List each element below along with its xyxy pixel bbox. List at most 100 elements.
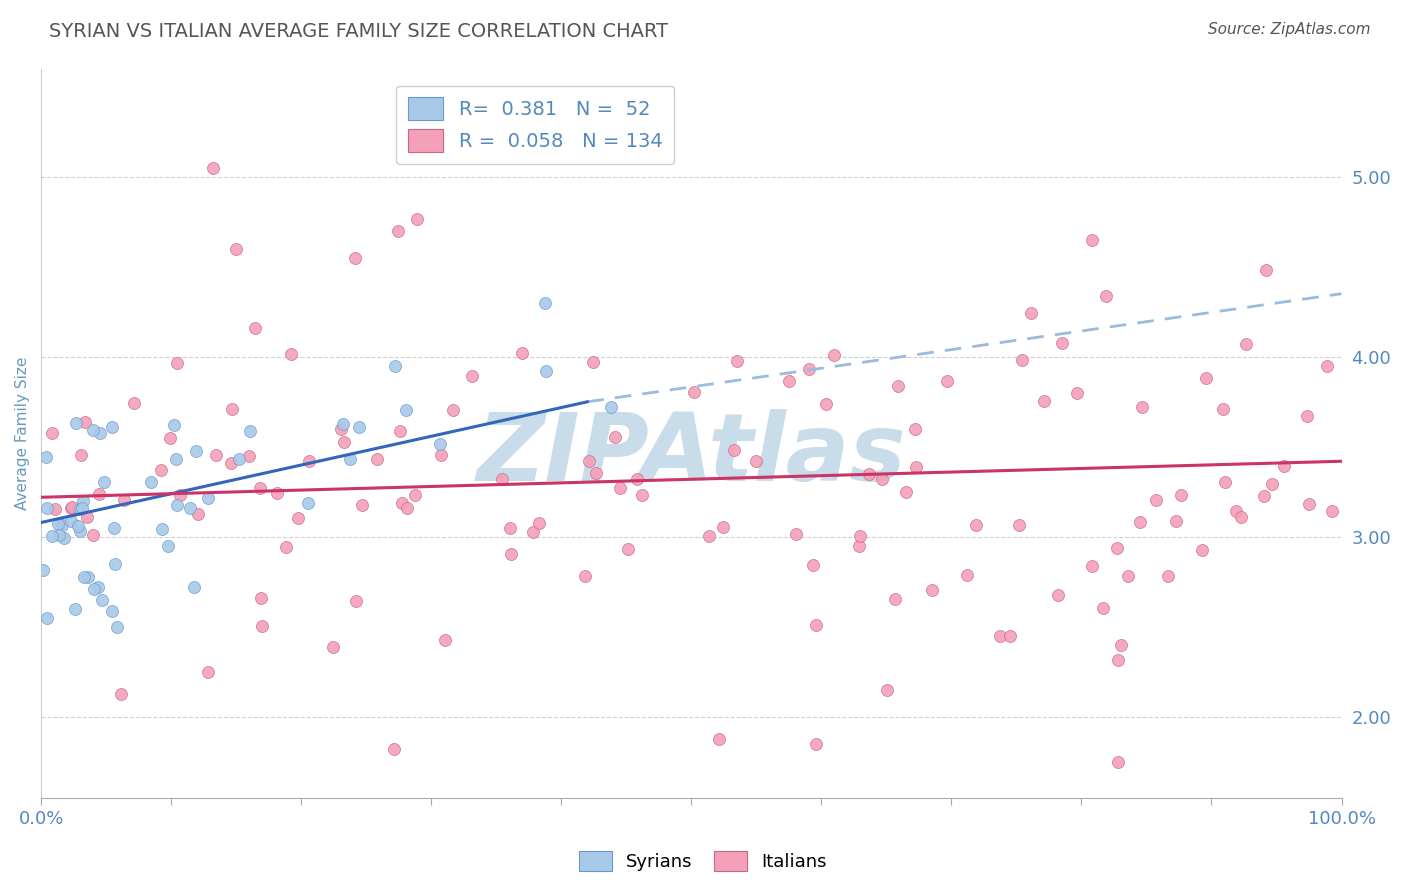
Point [814, 397, 837, 411]
Point [1225, 504, 1247, 518]
Point [1107, 755, 1129, 769]
Point [69, 502, 91, 516]
Point [82, 528, 104, 542]
Point [848, 539, 870, 553]
Text: ZIPAtlas: ZIPAtlas [477, 409, 907, 501]
Point [804, 737, 827, 751]
Point [600, 400, 623, 414]
Point [534, 363, 557, 377]
Point [329, 422, 352, 436]
Point [682, 384, 704, 399]
Point [387, 224, 409, 238]
Point [228, 451, 250, 466]
Point [491, 472, 513, 486]
Point [616, 541, 638, 556]
Point [382, 742, 405, 756]
Point [441, 402, 464, 417]
Point [1116, 568, 1139, 582]
Point [48, 528, 70, 542]
Point [1316, 359, 1339, 373]
Point [66, 519, 89, 533]
Legend: Syrians, Italians: Syrians, Italians [572, 844, 834, 879]
Point [956, 567, 979, 582]
Point [238, 449, 260, 463]
Point [1253, 489, 1275, 503]
Point [1129, 516, 1152, 530]
Point [202, 161, 225, 175]
Point [89, 425, 111, 440]
Point [578, 454, 600, 468]
Point [1272, 458, 1295, 473]
Point [823, 348, 845, 362]
Point [1298, 497, 1320, 511]
Point [73, 415, 96, 429]
Point [404, 488, 426, 502]
Point [501, 547, 523, 561]
Point [921, 582, 943, 597]
Point [149, 463, 172, 477]
Point [166, 498, 188, 512]
Point [32, 563, 55, 577]
Point [1011, 353, 1033, 368]
Point [430, 448, 453, 462]
Point [104, 557, 127, 571]
Point [1144, 493, 1167, 508]
Point [745, 454, 768, 468]
Point [1260, 477, 1282, 491]
Point [433, 632, 456, 647]
Point [165, 452, 187, 467]
Point [713, 520, 735, 534]
Point [169, 488, 191, 502]
Point [395, 403, 418, 417]
Point [70, 501, 93, 516]
Point [344, 593, 367, 607]
Point [103, 521, 125, 535]
Point [225, 242, 247, 256]
Point [778, 375, 800, 389]
Point [870, 472, 893, 486]
Point [112, 492, 135, 507]
Point [35, 500, 58, 515]
Point [157, 539, 180, 553]
Point [894, 484, 917, 499]
Point [1092, 601, 1115, 615]
Point [1107, 653, 1129, 667]
Point [139, 475, 162, 489]
Point [1170, 488, 1192, 502]
Point [159, 431, 181, 445]
Point [785, 527, 807, 541]
Point [77, 570, 100, 584]
Point [510, 346, 533, 360]
Point [163, 417, 186, 432]
Point [83, 582, 105, 596]
Point [1212, 401, 1234, 416]
Point [887, 378, 910, 392]
Point [849, 529, 872, 543]
Point [1080, 233, 1102, 247]
Point [69, 524, 91, 538]
Point [574, 568, 596, 582]
Point [219, 456, 242, 470]
Point [183, 580, 205, 594]
Point [1234, 337, 1257, 351]
Point [876, 682, 898, 697]
Point [1052, 335, 1074, 350]
Point [725, 354, 748, 368]
Point [344, 251, 367, 265]
Point [1230, 510, 1253, 524]
Point [41, 425, 63, 440]
Point [429, 436, 451, 450]
Point [1215, 475, 1237, 489]
Point [332, 417, 354, 431]
Point [205, 448, 228, 462]
Point [631, 487, 654, 501]
Point [184, 443, 207, 458]
Point [391, 496, 413, 510]
Point [1105, 541, 1128, 556]
Point [527, 516, 550, 531]
Point [965, 518, 987, 533]
Point [101, 419, 124, 434]
Point [350, 498, 373, 512]
Point [249, 481, 271, 495]
Text: SYRIAN VS ITALIAN AVERAGE FAMILY SIZE CORRELATION CHART: SYRIAN VS ITALIAN AVERAGE FAMILY SIZE CO… [49, 22, 668, 41]
